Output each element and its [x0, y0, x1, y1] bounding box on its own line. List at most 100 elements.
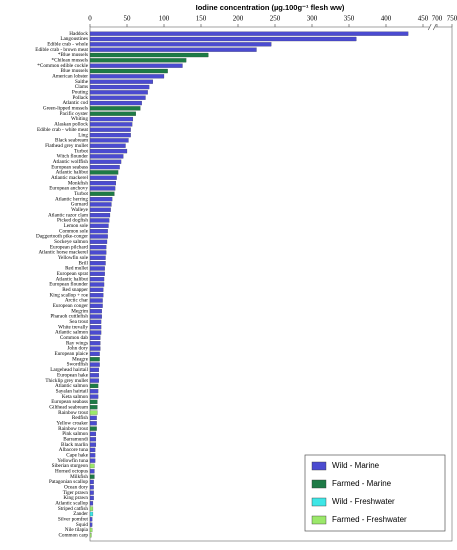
bar — [89, 58, 187, 63]
y-tick-label: Walleye — [71, 207, 89, 213]
bar — [89, 277, 105, 282]
x-tick-label: 450 — [418, 15, 429, 23]
bar — [89, 170, 119, 175]
y-tick-label: Atlantic razor clam — [48, 212, 88, 218]
bar — [89, 399, 98, 405]
bar — [89, 207, 111, 212]
legend-swatch — [311, 479, 327, 489]
bar — [89, 271, 105, 276]
y-tick-label: Red snapper — [62, 287, 88, 293]
y-tick-label: Atlantic salmon — [55, 330, 88, 336]
y-tick-label: Edible crab - white meat — [37, 127, 89, 133]
y-tick-label: Flathead grey mullet — [45, 143, 88, 149]
y-tick-label: Lemon sole — [64, 223, 89, 229]
y-tick-label: European conger — [53, 303, 89, 309]
axis-break-mark — [432, 23, 437, 31]
bar — [89, 405, 98, 410]
y-tick-label: Cape hake — [66, 452, 88, 458]
bar — [89, 175, 117, 180]
bar — [89, 84, 150, 90]
y-tick-label: Atlantic salmon — [55, 383, 88, 389]
y-tick-label: Ocean dory — [64, 484, 88, 490]
bar — [89, 447, 96, 453]
y-tick-label: European seabass — [51, 164, 88, 170]
y-tick-label: Edible crab - whole — [47, 42, 88, 48]
bar — [89, 42, 272, 47]
y-tick-label: Witch flounder — [57, 153, 89, 160]
y-tick-label: Sockeye salmon — [54, 239, 88, 245]
bar — [89, 63, 183, 68]
bar — [89, 52, 209, 58]
bar — [89, 319, 102, 324]
bar — [89, 47, 257, 52]
y-tick-label: European plaice — [54, 351, 88, 357]
y-tick-label: Atlantic mackerel — [51, 175, 89, 181]
y-tick-label: *Common edible cockle — [37, 63, 88, 69]
x-tick-label: 100 — [159, 15, 170, 23]
bar — [89, 223, 109, 228]
bar — [89, 383, 99, 389]
y-tick-label: Langoustines — [60, 36, 88, 42]
bar — [89, 330, 102, 335]
y-tick-label: Silver pomfret — [58, 516, 89, 523]
bar — [89, 303, 103, 308]
y-tick-label: *Chilean mussels — [52, 58, 88, 64]
y-tick-label: Pouting — [72, 90, 89, 96]
y-tick-label: White trevally — [58, 324, 88, 330]
y-tick-label: Siberian sturgeon — [52, 463, 89, 469]
bar — [89, 95, 146, 100]
bar — [89, 335, 101, 340]
bar — [89, 31, 409, 36]
y-tick-label: Alaskan pollock — [54, 122, 88, 128]
y-tick-label: John dory — [67, 346, 88, 352]
bar — [89, 367, 99, 373]
bar — [89, 250, 107, 255]
y-tick-label: Brill — [78, 260, 88, 266]
legend-swatch — [311, 515, 327, 525]
y-tick-label: Whiting — [71, 116, 88, 122]
y-tick-label: Atlantic horse mackerel — [38, 250, 88, 256]
legend-label: Farmed - Marine — [332, 479, 392, 488]
legend-label: Wild - Freshwater — [332, 497, 395, 506]
y-tick-label: Keta salmon — [62, 394, 88, 400]
y-tick-label: European anchovy — [49, 186, 88, 192]
y-tick-label: Squid — [76, 522, 89, 528]
y-tick-label: Barramundi — [63, 436, 88, 442]
y-tick-label: Red mullet — [65, 266, 88, 272]
bar — [89, 501, 94, 506]
y-tick-label: Megrim — [71, 308, 88, 314]
bar — [89, 261, 106, 266]
x-tick-label: 200 — [233, 15, 244, 23]
y-tick-label: European flounder — [49, 281, 88, 288]
bar — [89, 490, 94, 495]
y-tick-label: Zander — [73, 511, 88, 517]
bar — [89, 202, 112, 207]
bar — [89, 68, 168, 74]
bar — [89, 293, 104, 298]
y-tick-label: King scallop + roe — [49, 292, 88, 298]
y-tick-label: Saithe — [75, 79, 89, 85]
bar — [89, 522, 93, 527]
bar — [89, 143, 126, 148]
y-tick-label: Daggertooth pike-conger — [36, 234, 88, 240]
bar — [89, 282, 105, 287]
bar — [89, 527, 93, 533]
y-tick-label: Edible crab - brown meat — [35, 47, 88, 53]
bar — [89, 132, 131, 138]
bar — [89, 362, 100, 367]
y-tick-label: Common carp — [58, 533, 88, 539]
y-tick-label: Ling — [78, 132, 88, 138]
bar — [89, 517, 93, 522]
y-tick-label: Gurnard — [71, 202, 89, 208]
bar — [89, 346, 101, 351]
y-tick-label: Black marlin — [61, 442, 88, 448]
y-tick-label: Arctic char — [65, 298, 88, 304]
y-tick-label: Pharaoh cuttlefish — [50, 313, 88, 320]
y-tick-label: Atlantic wolffish — [53, 158, 89, 165]
bar — [89, 442, 97, 447]
bar — [89, 148, 128, 154]
bar — [89, 389, 99, 394]
bar — [89, 191, 115, 196]
axis-break-mark — [427, 23, 432, 31]
bar — [89, 138, 129, 143]
